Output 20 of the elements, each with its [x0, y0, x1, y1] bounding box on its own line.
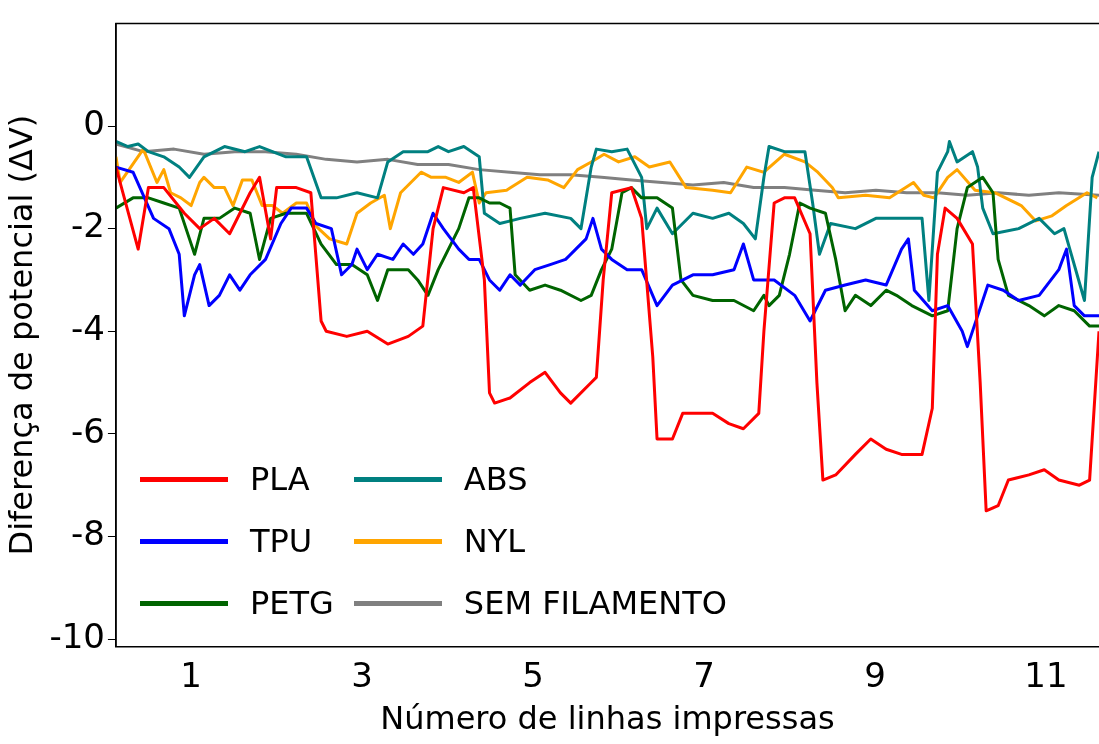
y-tick-label: -10	[49, 615, 105, 656]
x-tick-label: 3	[351, 655, 373, 696]
legend-label: NYL	[463, 522, 526, 560]
legend-label: TPU	[250, 522, 313, 560]
y-tick-label: 0	[83, 102, 105, 143]
legend-label: ABS	[463, 460, 528, 498]
x-axis-title: Número de linhas impressas	[380, 699, 835, 738]
y-axis-title: Diferença de potencial (ΔV)	[1, 114, 40, 556]
legend-label: PETG	[250, 584, 334, 622]
x-tick-label: 5	[522, 655, 544, 696]
legend-label: SEM FILAMENTO	[463, 584, 727, 622]
x-tick-label: 1	[180, 655, 202, 696]
y-tick-label: -6	[71, 410, 105, 451]
x-tick-label: 7	[693, 655, 715, 696]
x-tick-label: 11	[1024, 655, 1068, 696]
y-tick-label: -2	[71, 205, 105, 246]
x-tick-label: 9	[864, 655, 886, 696]
legend-label: PLA	[250, 460, 310, 498]
y-tick-label: -8	[71, 513, 105, 554]
y-tick-label: -4	[71, 308, 105, 349]
